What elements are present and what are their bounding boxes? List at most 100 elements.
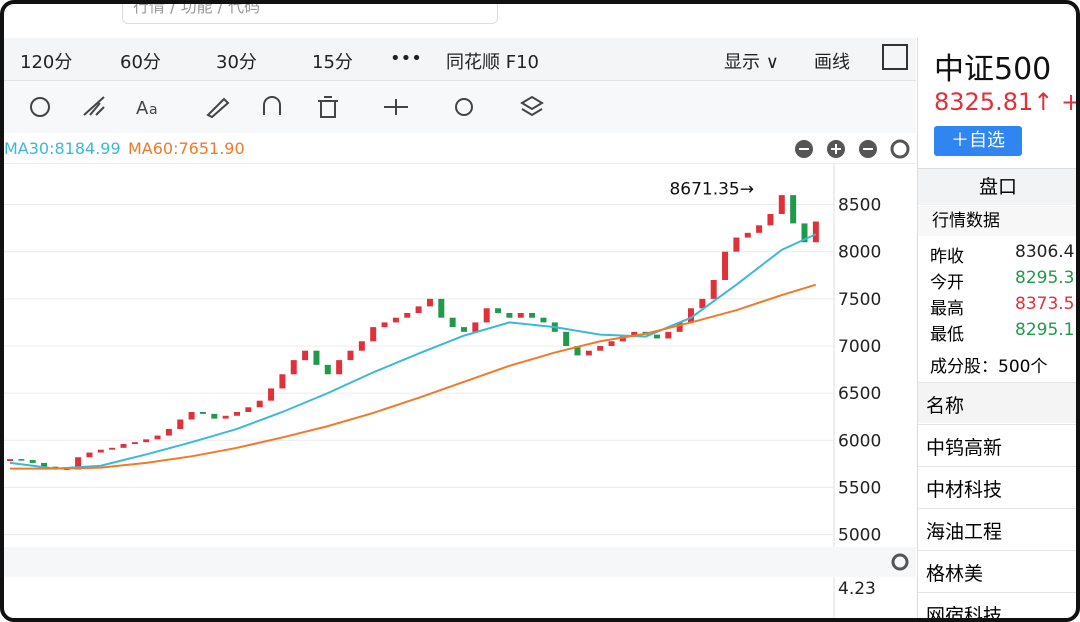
stat-value: 8295.1 (1015, 320, 1075, 340)
candle (268, 388, 275, 401)
candle (597, 345, 604, 351)
constituent-row[interactable]: 网宿科技 (918, 592, 1076, 622)
candle (381, 322, 388, 328)
menu-label: 显示 (724, 52, 760, 73)
panel-toggle[interactable] (882, 44, 908, 70)
stock-name: 海油工程 (926, 521, 1003, 543)
candle (199, 411, 206, 414)
candle (699, 298, 706, 309)
candle (131, 442, 138, 445)
y-tick-label: 7000 (838, 337, 881, 357)
search-box[interactable]: 行情 / 功能 / 代码 (122, 4, 498, 24)
stock-name: 中材科技 (926, 479, 1003, 501)
index-name: 中证500 (934, 52, 1052, 87)
candle (563, 331, 570, 346)
quote-panel: 中证500 8325.81↑ + ＋自选 盘口 行情数据 昨收 8306.4 今开… (917, 38, 1080, 622)
candle (86, 452, 93, 458)
candle (653, 334, 660, 339)
stock-name: 中钨高新 (926, 437, 1003, 459)
candle (392, 317, 399, 323)
stat-row: 最高 8373.5 (930, 294, 1076, 319)
annotation: 8671.35→ (669, 179, 754, 199)
candle (665, 331, 672, 339)
candle (733, 237, 740, 252)
candle (585, 350, 592, 356)
candle (415, 306, 422, 313)
candle (358, 341, 365, 351)
candle (347, 350, 354, 361)
candle (324, 364, 331, 375)
candle (722, 251, 729, 280)
chart-controls[interactable] (790, 137, 916, 161)
ma60-label: MA60:7651.90 (128, 139, 245, 158)
tab[interactable]: 60分 (120, 52, 161, 73)
candle (710, 279, 717, 299)
candle (222, 415, 229, 419)
candle (756, 225, 763, 233)
candle (767, 213, 774, 226)
candle (302, 350, 309, 361)
candle (370, 327, 377, 342)
ma-legend: MA30:8184.99 MA60:7651.90 (4, 135, 916, 164)
candle (234, 411, 240, 416)
candle (109, 447, 116, 450)
candle (517, 312, 524, 318)
candle (154, 435, 161, 440)
price-chart: 5000 5500 6000 6500 7000 7500 8000 8500 8671.35→… (4, 164, 916, 618)
candle (426, 298, 433, 307)
stat-label: 昨收 (930, 247, 964, 267)
candle (529, 312, 536, 318)
index-price: 8325.81↑ + (934, 88, 1080, 116)
volume-tick-label: 4.23 (838, 579, 876, 599)
stat-value: 8295.3 (1015, 268, 1075, 288)
tab[interactable]: 120分 (20, 52, 73, 73)
y-tick-label: 6000 (838, 431, 881, 451)
candle (245, 407, 252, 412)
section-title: 行情数据 (918, 206, 1076, 236)
stock-name: 网宿科技 (926, 605, 1003, 622)
candle (461, 327, 467, 332)
draw-button[interactable]: 画线 (814, 52, 850, 73)
candle (336, 360, 343, 375)
display-menu[interactable]: 显示 ∨ (724, 52, 779, 73)
y-tick-label: 5000 (838, 526, 881, 546)
candle (7, 459, 13, 462)
constituent-row[interactable]: 海油工程 (918, 508, 1076, 549)
candle (143, 439, 150, 443)
candle (574, 345, 581, 356)
tab[interactable]: 15分 (312, 52, 353, 73)
candle (778, 195, 785, 214)
tab[interactable]: 同花顺 F10 (446, 52, 539, 73)
constituent-row[interactable]: 中钨高新 (918, 424, 1076, 465)
candle (41, 462, 48, 467)
candle (619, 336, 626, 342)
candle (472, 322, 479, 332)
candle (290, 360, 297, 375)
candle (29, 460, 36, 463)
settings-icon[interactable] (891, 553, 909, 571)
candle (790, 195, 797, 224)
tab[interactable]: 30分 (216, 52, 257, 73)
candle (177, 419, 184, 429)
candle (188, 411, 195, 420)
watch-button[interactable]: ＋自选 (934, 126, 1022, 156)
candle (279, 374, 286, 389)
candle (506, 312, 513, 318)
stock-name: 格林美 (926, 563, 984, 585)
constituent-row[interactable]: 格林美 (918, 550, 1076, 591)
stat-row: 最低 8295.1 (930, 320, 1076, 345)
tab[interactable]: ••• (390, 48, 422, 69)
y-tick-label: 5500 (838, 478, 881, 498)
candle (404, 312, 411, 318)
candle (438, 298, 445, 318)
volume-header (4, 547, 916, 577)
stat-value: 8306.4 (1015, 242, 1075, 262)
panel-tab[interactable]: 盘口 (918, 168, 1076, 205)
y-tick-label: 8500 (838, 196, 881, 216)
candle (449, 317, 456, 328)
candle (540, 317, 547, 323)
constituent-row[interactable]: 中材科技 (918, 466, 1076, 507)
candle (676, 322, 683, 332)
